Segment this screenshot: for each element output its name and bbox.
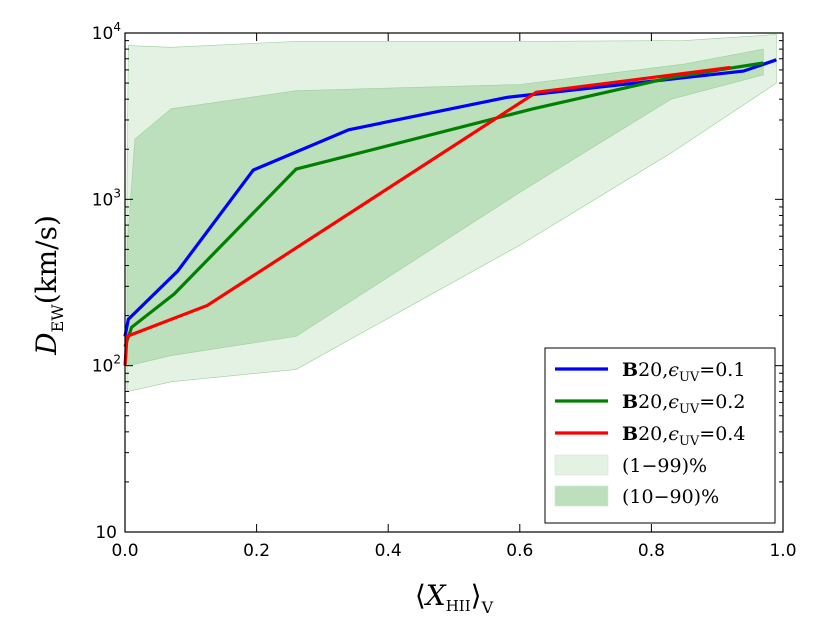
legend-label: (10−90)% (622, 486, 719, 508)
legend-label: (1−99)% (622, 455, 707, 477)
x-tick-label: 0.4 (375, 541, 402, 561)
x-tick-label: 0.6 (506, 541, 533, 561)
axis-ticks (124, 32, 784, 533)
y-tick-label: 102 (92, 353, 121, 377)
legend-swatch-patch (554, 454, 609, 476)
series-lines (123, 58, 777, 366)
series-line-1 (123, 58, 777, 337)
series-line-2 (123, 61, 764, 348)
svg-text:DEW(km/s): DEW(km/s) (30, 215, 67, 356)
y-tick-label: 103 (92, 186, 121, 210)
series-line-3 (123, 65, 731, 366)
x-tick-label: 0.8 (638, 541, 665, 561)
x-tick-label: 0.2 (243, 541, 270, 561)
x-axis-title: ⟨XHII⟩V (415, 579, 494, 617)
confidence-bands (126, 34, 777, 392)
plot-area (123, 32, 784, 533)
x-tick-label: 1.0 (769, 541, 796, 561)
svg-text:⟨XHII⟩V: ⟨XHII⟩V (415, 579, 494, 617)
y-tick-label: 104 (92, 20, 121, 44)
plot-frame (124, 32, 784, 533)
x-tick-label: 0.0 (111, 541, 138, 561)
legend: B20,ϵUV=0.1 B20,ϵUV=0.2 B20,ϵUV=0.4 (1−99)%… (544, 347, 776, 524)
band-10-90 (126, 48, 764, 367)
legend-label: B20,ϵUV=0.2 (622, 391, 745, 417)
legend-label: B20,ϵUV=0.1 (622, 359, 745, 385)
legend-swatch-patch (554, 485, 609, 507)
legend-label: B20,ϵUV=0.4 (622, 423, 745, 449)
y-tick-label: 10 (95, 523, 117, 543)
y-axis-title: DEW(km/s) (30, 215, 67, 356)
tick-labels: 0.0 0.2 0.4 0.6 0.8 1.0 10 102 103 104 (92, 20, 797, 561)
